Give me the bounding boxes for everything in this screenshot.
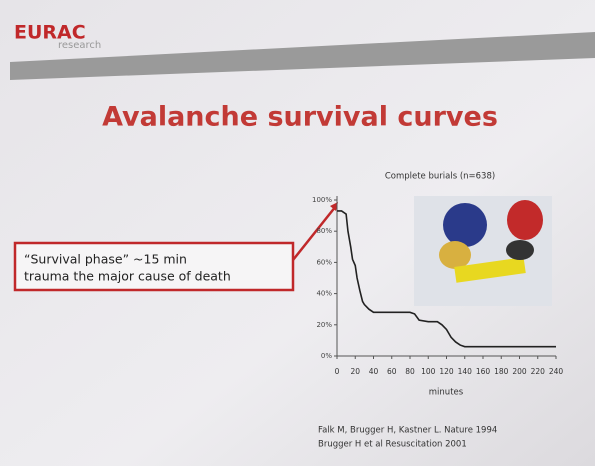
y-tick-label: 0% bbox=[321, 352, 332, 360]
x-tick-label: 40 bbox=[369, 367, 379, 376]
callout-text: trauma the major cause of death bbox=[24, 269, 231, 284]
photo-inset bbox=[414, 196, 552, 306]
x-tick-label: 220 bbox=[531, 367, 546, 376]
x-tick-label: 100 bbox=[421, 367, 436, 376]
x-tick-label: 180 bbox=[494, 367, 509, 376]
x-tick-label: 80 bbox=[405, 367, 415, 376]
y-tick-label: 80% bbox=[316, 227, 332, 235]
logo-sub: research bbox=[58, 40, 101, 51]
x-tick-label: 200 bbox=[512, 367, 527, 376]
y-tick-label: 40% bbox=[316, 290, 332, 298]
slide-photo: EURAC research Avalanche survival curves… bbox=[0, 0, 595, 466]
reference: Brugger H et al Resuscitation 2001 bbox=[318, 440, 467, 450]
callout-text: “Survival phase” ~15 min bbox=[24, 252, 187, 267]
y-tick-label: 20% bbox=[316, 321, 332, 329]
x-tick-label: 120 bbox=[439, 367, 454, 376]
x-tick-label: 140 bbox=[458, 367, 473, 376]
x-axis-label: minutes bbox=[429, 388, 464, 398]
x-tick-label: 160 bbox=[476, 367, 491, 376]
x-tick-label: 20 bbox=[350, 367, 360, 376]
y-tick-label: 100% bbox=[312, 196, 332, 204]
chart-title: Complete burials (n=638) bbox=[385, 172, 495, 182]
x-tick-label: 240 bbox=[549, 367, 564, 376]
x-tick-label: 60 bbox=[387, 367, 397, 376]
reference: Falk M, Brugger H, Kastner L. Nature 199… bbox=[318, 426, 497, 436]
y-tick-label: 60% bbox=[316, 258, 332, 266]
slide-title: Avalanche survival curves bbox=[102, 102, 498, 133]
x-tick-label: 0 bbox=[335, 367, 340, 376]
